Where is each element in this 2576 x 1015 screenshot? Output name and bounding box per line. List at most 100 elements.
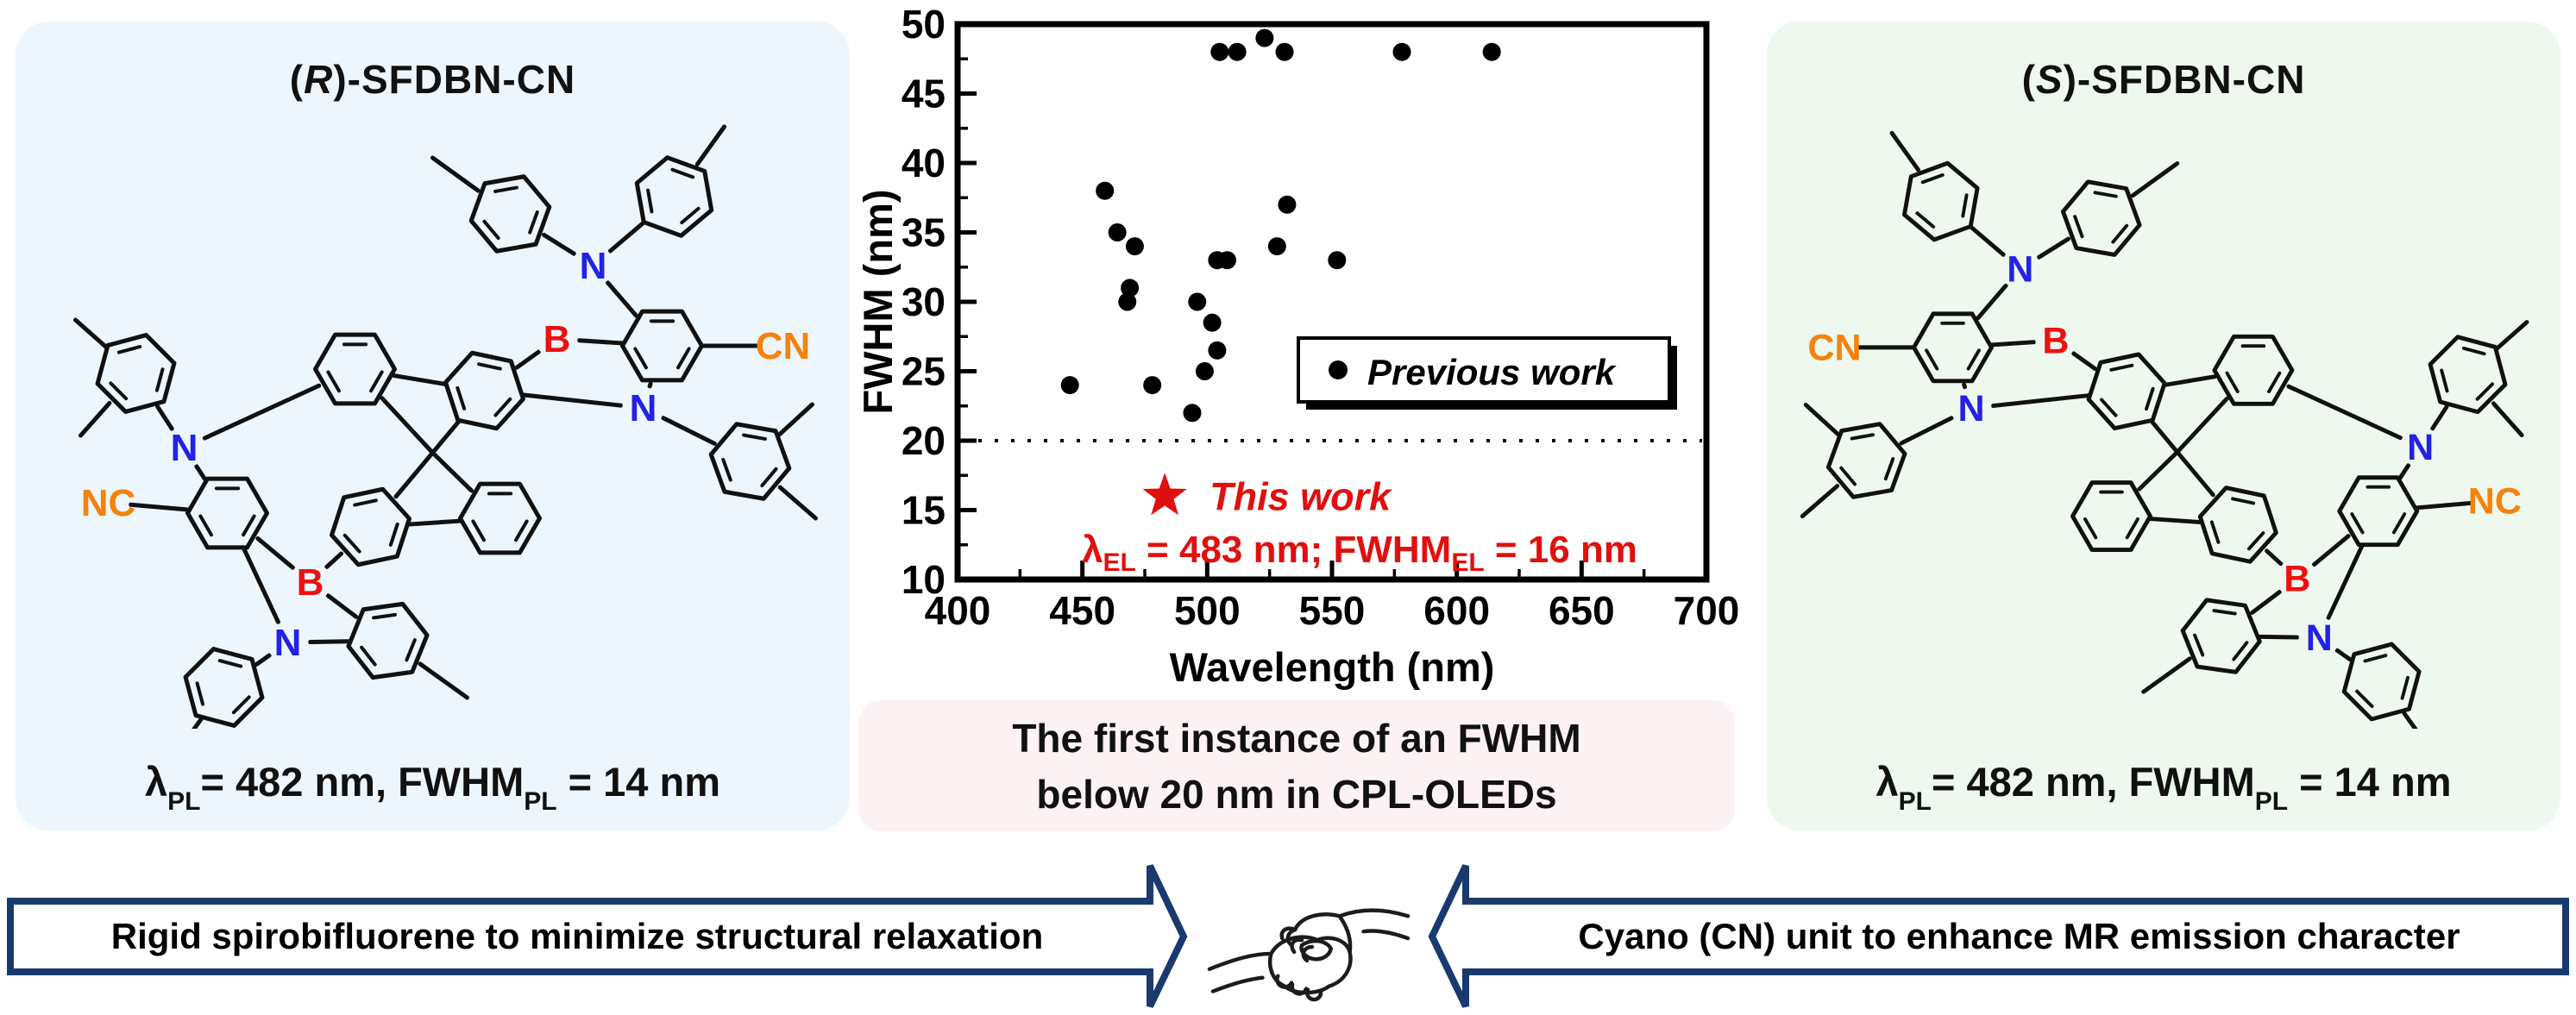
data-point	[1188, 292, 1207, 311]
aromatic-ring	[1825, 422, 1907, 499]
boron-label: B	[297, 561, 324, 604]
handshake-icon	[1206, 890, 1411, 1004]
boron-label: B	[543, 318, 571, 360]
bond	[2440, 368, 2449, 393]
data-point	[1108, 223, 1127, 241]
bond	[1976, 283, 2008, 321]
label-mask	[1813, 327, 1855, 368]
bond	[116, 345, 142, 354]
cyano-label: CN	[756, 325, 811, 367]
aromatic-ring	[1902, 160, 1980, 242]
bond	[2232, 641, 2249, 661]
bond	[2286, 384, 2403, 441]
bond	[195, 681, 205, 706]
bond	[605, 280, 639, 318]
bond	[514, 349, 541, 370]
bond	[73, 317, 109, 350]
banner-arrow-left: Rigid spirobifluorene to minimize struct…	[5, 862, 1189, 1015]
aromatic-ring	[620, 309, 704, 383]
aromatic-ring	[330, 486, 412, 567]
pl-data-s: λPL= 482 nm, FWHMPL = 14 nm	[1875, 758, 2452, 816]
bond	[217, 659, 243, 668]
bond	[670, 167, 695, 179]
label-mask	[267, 622, 309, 663]
left-pointing-block-arrow	[1428, 864, 2569, 1008]
nitrogen-label: N	[2007, 249, 2033, 291]
bond	[2111, 223, 2129, 244]
bond	[2400, 675, 2410, 700]
bond	[482, 219, 500, 241]
aromatic-ring	[1912, 311, 1994, 384]
bond	[392, 373, 448, 386]
bond	[393, 450, 435, 499]
bond	[128, 502, 191, 512]
label-mask	[572, 245, 614, 286]
bond	[1925, 348, 1939, 371]
bond	[2147, 517, 2202, 524]
highlight-line2: below 20 nm in CPL-OLEDs	[1036, 772, 1557, 818]
bond	[2175, 396, 2229, 454]
data-point	[1195, 362, 1214, 380]
data-point	[1328, 251, 1347, 270]
nitrogen-label: N	[2306, 617, 2333, 659]
bond	[2246, 531, 2265, 551]
annotation-el-values: λEL = 483 nm; FWHMEL = 16 nm	[1082, 529, 1637, 577]
data-point	[1482, 42, 1501, 61]
nitrogen-label: N	[580, 245, 607, 287]
boron-label: B	[2042, 321, 2069, 362]
bond	[418, 661, 469, 700]
bond	[1990, 393, 2090, 409]
data-point	[1255, 28, 1274, 47]
label-mask	[289, 561, 331, 603]
aromatic-ring	[458, 481, 542, 555]
x-tick-label: 600	[1423, 588, 1490, 633]
label-mask	[1951, 387, 1992, 429]
bond	[514, 519, 529, 542]
x-tick-label: 700	[1674, 588, 1740, 633]
aromatic-ring	[2180, 598, 2262, 674]
bond	[255, 536, 296, 570]
bond	[528, 210, 539, 235]
bond	[2071, 351, 2097, 372]
bond	[2350, 512, 2365, 535]
bond	[2109, 363, 2134, 372]
data-point	[1217, 251, 1236, 270]
y-tick-label: 45	[902, 72, 946, 116]
this-work-star	[1142, 473, 1187, 516]
legend-label: Previous work	[1367, 352, 1618, 392]
legend-marker-dot	[1329, 360, 1348, 379]
bond	[760, 467, 778, 488]
cyano-label: NC	[2468, 481, 2522, 523]
data-point	[1228, 42, 1247, 61]
data-point	[1267, 237, 1286, 256]
y-tick-label: 15	[902, 488, 946, 533]
label-mask	[622, 387, 664, 429]
bond	[456, 385, 467, 410]
bond	[742, 433, 767, 441]
bond	[1962, 382, 1968, 390]
compound-title-r: (R)-SFDBN-CN	[289, 57, 576, 102]
bond	[153, 717, 204, 786]
aromatic-ring	[2060, 179, 2142, 257]
bond	[326, 370, 341, 393]
highlight-line1: The first instance of an FWHM	[1012, 716, 1581, 761]
panel-s-enantiomer: (S)-SFDBN-CN N N N N B B CN NC λPL= 482 nm, FWH…	[1767, 22, 2560, 830]
nitrogen-label: N	[171, 427, 198, 469]
bond	[202, 383, 322, 441]
data-point	[1208, 341, 1227, 360]
bond	[79, 400, 112, 438]
bond	[2163, 374, 2217, 387]
label-mask	[2000, 248, 2041, 290]
data-point	[1125, 237, 1144, 256]
data-point	[1275, 42, 1294, 61]
molecule-structure-r: N N N N B B CN NC	[22, 115, 857, 786]
data-point	[1183, 404, 1202, 423]
bond	[2209, 520, 2221, 544]
bond	[1839, 466, 1857, 486]
bond	[2430, 404, 2449, 431]
aromatic-ring	[708, 422, 792, 501]
bond	[231, 695, 251, 715]
bond	[2250, 589, 2282, 615]
bond	[471, 519, 486, 542]
